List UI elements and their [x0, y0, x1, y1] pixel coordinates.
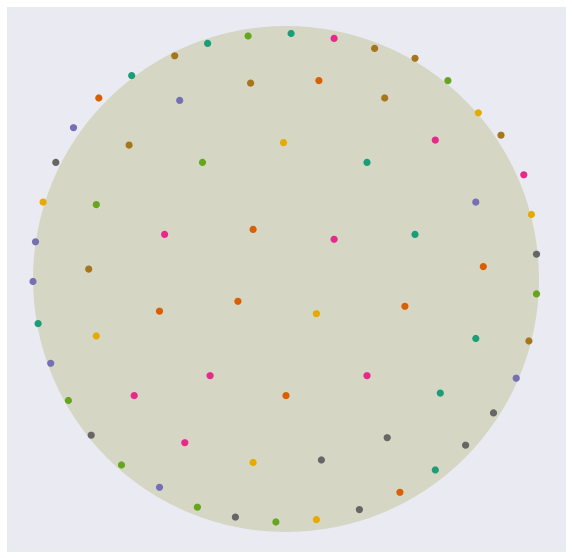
- scatter-point: [317, 456, 325, 464]
- scatter-point: [69, 124, 78, 132]
- scatter-point: [155, 483, 164, 491]
- scatter-point: [204, 39, 212, 48]
- scatter-point: [87, 431, 95, 439]
- scatter-point: [381, 94, 389, 102]
- scatter-point: [64, 396, 72, 405]
- scatter-point: [47, 359, 55, 367]
- scatter-point: [315, 77, 323, 85]
- scatter-point: [411, 54, 419, 62]
- scatter-point: [401, 302, 409, 310]
- scatter-point: [95, 94, 103, 102]
- scatter-point: [431, 466, 439, 474]
- scatter-point: [330, 34, 338, 43]
- scatter-point: [444, 77, 452, 85]
- unit-disk: [33, 26, 539, 532]
- scatter-point: [431, 136, 439, 144]
- scatter-point: [371, 44, 379, 53]
- scatter-point: [282, 392, 290, 400]
- scatter-point: [193, 503, 201, 511]
- scatter-point: [363, 158, 371, 166]
- scatter-point: [474, 109, 482, 117]
- scatter-point: [92, 201, 100, 209]
- scatter-point: [479, 263, 487, 271]
- scatter-point: [39, 198, 47, 206]
- scatter-point: [125, 141, 133, 149]
- scatter-point: [128, 72, 136, 80]
- points-layer: [29, 29, 541, 526]
- scatter-point: [231, 513, 239, 521]
- scatter-point: [489, 409, 498, 417]
- scatter-point: [272, 518, 280, 526]
- scatter-point: [279, 139, 288, 147]
- scatter-point: [527, 210, 536, 219]
- scatter-point: [92, 332, 100, 340]
- scatter-point: [525, 337, 533, 345]
- scatter-point: [512, 374, 520, 382]
- scatter-point: [171, 52, 179, 60]
- scatter-point: [396, 488, 404, 496]
- scatter-point: [181, 439, 189, 447]
- scatter-point: [436, 389, 444, 397]
- scatter-point: [383, 434, 391, 442]
- scatter-point: [312, 516, 320, 524]
- scatter-point: [520, 171, 528, 179]
- scatter-point: [34, 320, 42, 328]
- scatter-point: [363, 372, 371, 380]
- scatter-point: [206, 372, 214, 380]
- scatter-point: [472, 198, 480, 206]
- scatter-point: [52, 158, 60, 166]
- scatter-point: [244, 32, 252, 40]
- scatter-point: [155, 307, 164, 315]
- scatter-point: [29, 277, 37, 286]
- scatter-point: [176, 96, 184, 104]
- scatter-point: [85, 265, 93, 273]
- scatter-point: [411, 230, 419, 238]
- scatter-point: [161, 230, 169, 238]
- scatter-point: [249, 458, 257, 467]
- scatter-point: [130, 392, 138, 400]
- scatter-point: [462, 441, 470, 449]
- scatter-point: [472, 334, 480, 343]
- scatter-point: [355, 506, 363, 514]
- scatter-point: [287, 29, 295, 38]
- scatter-point: [330, 235, 338, 243]
- scatter-point: [249, 225, 257, 233]
- scatter-point: [198, 158, 207, 166]
- scatter-point: [532, 250, 541, 258]
- scatter-point: [31, 238, 40, 246]
- scatter-point: [532, 290, 541, 298]
- scatter-point: [247, 79, 255, 87]
- scatter-point: [234, 297, 242, 305]
- scatter-point: [117, 461, 126, 469]
- scatter-point: [312, 310, 320, 318]
- scatter-point: [497, 131, 505, 139]
